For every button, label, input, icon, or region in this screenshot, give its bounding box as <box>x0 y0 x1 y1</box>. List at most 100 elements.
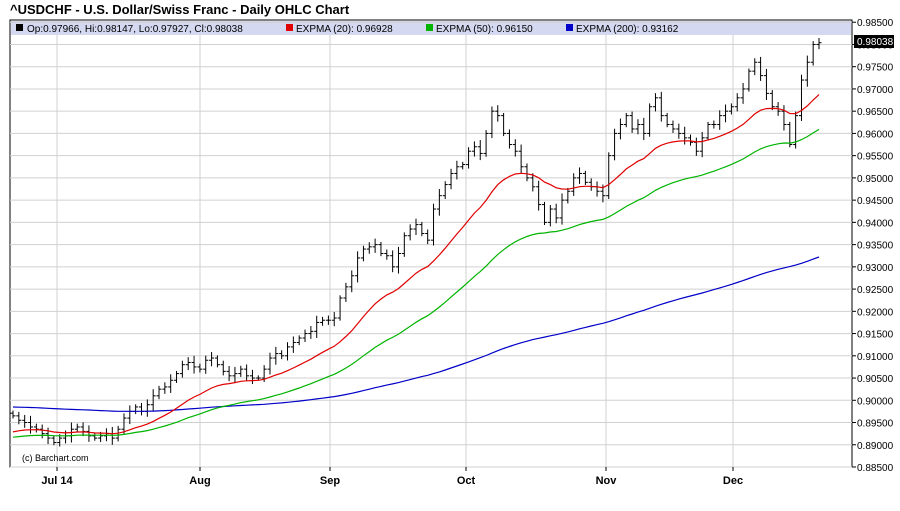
y-tick-label: 0.92500 <box>857 285 894 296</box>
ohlc-bar <box>647 103 653 137</box>
ohlc-bar <box>214 355 220 368</box>
svg-text:EXPMA (20): 0.96928: EXPMA (20): 0.96928 <box>296 24 393 35</box>
ohlc-bar <box>553 203 559 224</box>
legend-open-label: Op: <box>27 24 43 35</box>
ohlc-bar <box>121 413 127 434</box>
y-tick-label: 0.89000 <box>857 441 894 452</box>
x-tick-label: Oct <box>457 475 476 487</box>
y-tick-label: 0.93000 <box>857 263 894 274</box>
ohlc-bar <box>471 141 477 157</box>
ohlc-bar <box>150 389 156 412</box>
ohlc-bar <box>232 366 238 383</box>
legend-low: 0.97927 <box>153 24 190 35</box>
x-axis-ticks: Jul 14 Aug Sep Oct Nov Dec <box>41 467 743 487</box>
ohlc-bar <box>781 105 787 131</box>
ohlc-bar <box>92 433 98 441</box>
ohlc-bar <box>191 355 197 374</box>
ohlc-bar <box>290 336 296 353</box>
ohlc-bar <box>273 346 279 365</box>
y-tick-label: 0.88500 <box>857 463 894 474</box>
ohlc-bar <box>226 366 232 382</box>
ohlc-bar <box>86 425 92 442</box>
ohlc-bar <box>162 382 168 394</box>
ohlc-bar <box>512 139 518 157</box>
ohlc-bar <box>664 112 670 128</box>
ohlc-bar <box>804 55 810 87</box>
ohlc-bar <box>249 369 255 385</box>
y-tick-label: 0.94000 <box>857 218 894 229</box>
svg-text:EXPMA (200): 0.93162: EXPMA (200): 0.93162 <box>576 24 679 35</box>
ohlc-bar <box>220 360 226 376</box>
ohlc-bar <box>395 246 401 274</box>
ohlc-bar <box>541 201 547 226</box>
ohlc-bar <box>308 326 314 339</box>
legend-swatch-ema50 <box>426 24 433 31</box>
last-price-label: 0.98038 <box>857 37 894 48</box>
y-tick-label: 0.98500 <box>857 18 894 29</box>
credit-text: (c) Barchart.com <box>22 453 89 463</box>
ohlc-bar <box>717 110 723 130</box>
ohlc-bar <box>530 173 536 192</box>
ohlc-bar <box>355 251 361 283</box>
ohlc-bar <box>711 120 717 129</box>
ohlc-bar <box>682 126 688 145</box>
y-tick-label: 0.89500 <box>857 419 894 430</box>
ohlc-bar <box>810 41 816 66</box>
ohlc-bar <box>302 329 308 343</box>
ohlc-bar <box>565 187 571 204</box>
ohlc-bar <box>460 161 466 170</box>
ohlc-bar <box>582 170 588 186</box>
x-tick-label: Dec <box>723 475 743 487</box>
ohlc-bar <box>436 189 442 216</box>
ohlc-bar <box>728 103 734 115</box>
x-tick-label: Aug <box>189 475 210 487</box>
ohlc-bar <box>296 335 302 346</box>
ohlc-bar <box>431 203 437 246</box>
legend-low-label: Lo: <box>139 24 153 35</box>
ohlc-bar <box>699 131 705 158</box>
ohlc-bar <box>635 119 641 135</box>
ohlc-bar <box>343 282 349 302</box>
ohlc-bar <box>547 205 553 227</box>
legend-ema50-value: 0.96150 <box>497 24 534 35</box>
ohlc-bar <box>197 363 203 373</box>
ohlc-bar <box>617 118 623 140</box>
ohlc-bar <box>816 38 822 50</box>
ohlc-bar <box>360 245 366 262</box>
ohlc-bar <box>658 91 664 122</box>
ohlc-bar <box>506 129 512 149</box>
ohlc-bar <box>425 229 431 245</box>
ohlc-bar <box>746 68 752 92</box>
ohlc-bar <box>559 193 565 225</box>
ohlc-bar <box>483 130 489 157</box>
ohlc-bar <box>536 180 542 211</box>
y-tick-label: 0.96500 <box>857 107 894 118</box>
ohlc-bar <box>518 144 524 174</box>
ohlc-bar <box>524 163 530 182</box>
ohlc-bar <box>501 112 507 137</box>
legend-open: 0.97966 <box>43 24 80 35</box>
ohlc-bar <box>366 242 372 254</box>
y-tick-label: 0.90500 <box>857 374 894 385</box>
ema50-line <box>12 128 820 438</box>
ohlc-bar <box>22 414 28 428</box>
ohlc-bar <box>571 173 577 196</box>
ohlc-bar <box>448 168 454 190</box>
ohlc-bar <box>413 218 419 236</box>
ohlc-bar <box>28 415 34 434</box>
gridlines <box>10 21 852 468</box>
ohlc-bar <box>39 424 45 439</box>
ohlc-bar <box>495 105 501 122</box>
y-tick-label: 0.97500 <box>857 63 894 74</box>
legend-ema200-label: EXPMA (200): <box>576 24 639 35</box>
ohlc-bar <box>209 352 215 367</box>
ohlc-bar <box>244 364 250 381</box>
ohlc-bar <box>179 360 185 378</box>
y-tick-label: 0.92000 <box>857 307 894 318</box>
ohlc-bar <box>156 385 162 400</box>
ohlc-bar <box>577 167 583 184</box>
ohlc-bar <box>285 342 291 361</box>
legend-close: 0.98038 <box>207 24 244 35</box>
y-tick-label: 0.97000 <box>857 85 894 96</box>
ohlc-bar <box>203 355 209 374</box>
